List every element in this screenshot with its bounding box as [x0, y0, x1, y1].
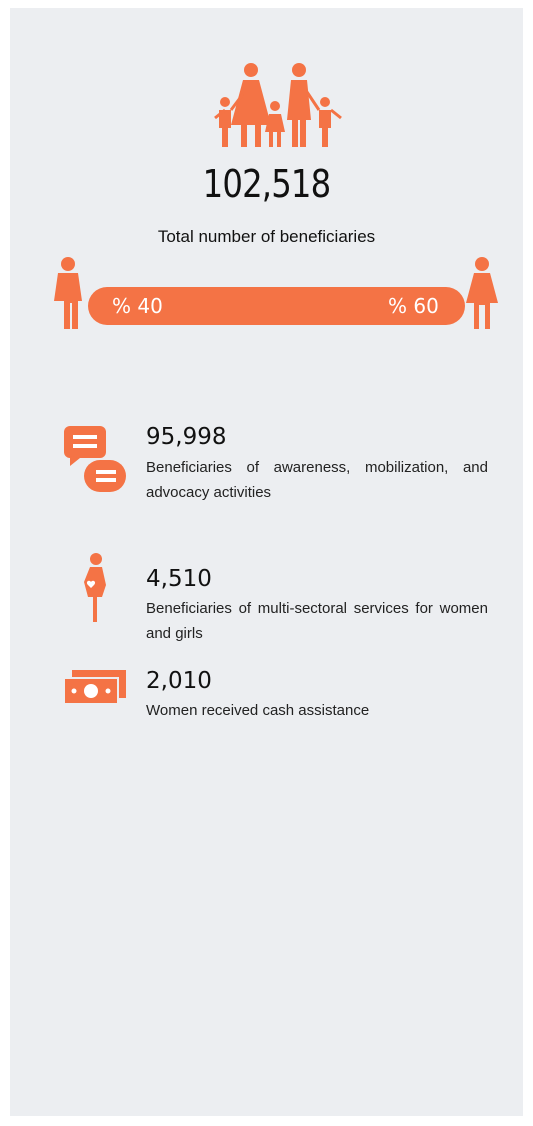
- total-label: Total number of beneficiaries: [157, 227, 376, 246]
- item-number: 2,010: [146, 668, 212, 694]
- total-number: 102,518: [202, 162, 331, 206]
- item-label: Women received cash assistance: [146, 702, 370, 719]
- family-icon: [214, 63, 342, 147]
- item-label: Beneficiaries of multi-sectoral services…: [146, 600, 488, 642]
- gender-bar: [88, 287, 465, 325]
- woman-care-icon: [84, 553, 106, 622]
- male-icon: [54, 257, 82, 329]
- item-number: 95,998: [146, 424, 227, 450]
- chat-icon: [64, 426, 126, 492]
- item-number: 4,510: [146, 566, 212, 592]
- female-icon: [466, 257, 498, 329]
- female-share: % 60: [388, 294, 439, 318]
- cash-icon: [64, 670, 126, 704]
- item-label: Beneficiaries of awareness, mobilization…: [146, 459, 488, 501]
- male-share: % 40: [112, 294, 163, 318]
